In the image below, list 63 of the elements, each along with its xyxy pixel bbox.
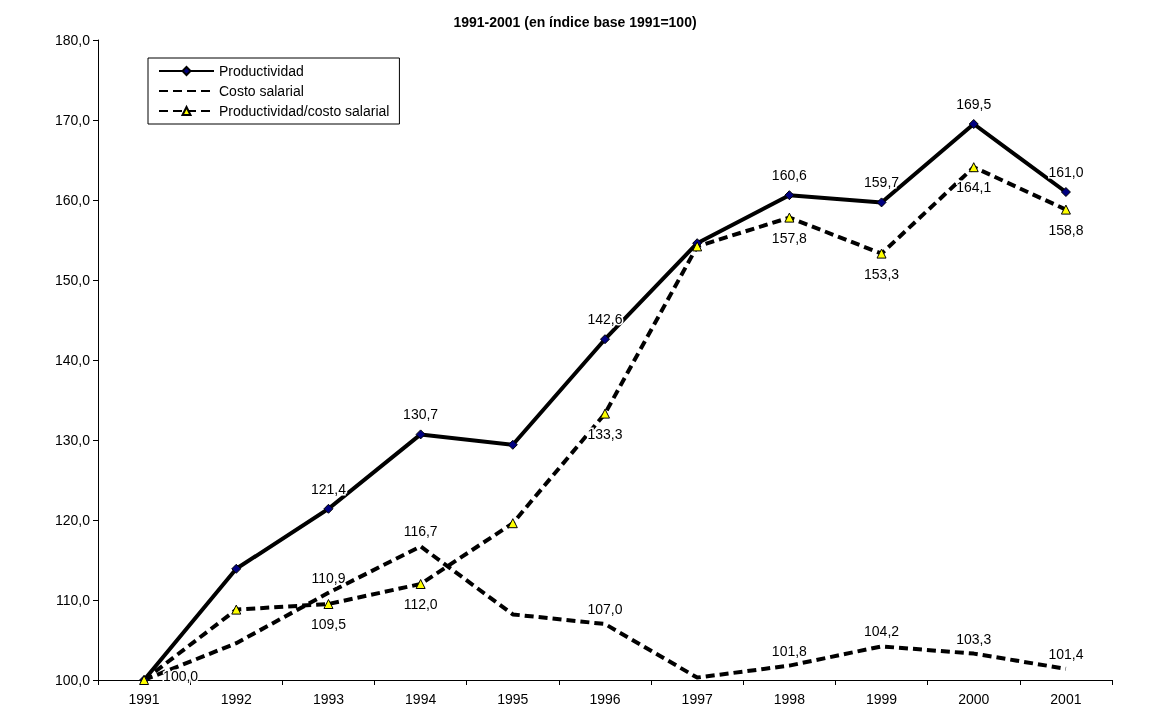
data-label: 107,0: [587, 601, 623, 617]
legend-label: Costo salarial: [219, 83, 304, 99]
data-label: 103,3: [956, 630, 992, 647]
y-tick-label: 120,0: [54, 512, 91, 528]
x-tick-label: 1994: [405, 691, 437, 707]
point: [1060, 187, 1071, 197]
point: [1060, 204, 1071, 215]
point: [968, 162, 979, 173]
data-label: 110,9: [311, 569, 346, 586]
point: [784, 190, 795, 201]
y-tick-label: 100,0: [54, 672, 91, 688]
point: [876, 197, 887, 208]
y-tick-label: 180,0: [54, 32, 91, 48]
point: [323, 599, 334, 609]
x-tick-label: 1997: [681, 691, 713, 707]
data-label: 142,6: [587, 311, 623, 328]
y-tick-label: 140,0: [54, 352, 91, 368]
data-label: 160,6: [771, 167, 808, 184]
data-label: 130,7: [403, 406, 439, 423]
point: [507, 518, 518, 529]
point: [600, 334, 610, 345]
x-tick-label: 2000: [958, 691, 990, 707]
point: [507, 439, 518, 450]
point: [415, 579, 426, 589]
data-label: 104,2: [864, 623, 900, 640]
data-label: 164,1: [956, 179, 992, 196]
data-label: 116,7: [403, 523, 438, 540]
point: [784, 212, 795, 223]
point: [968, 119, 979, 129]
y-tick-label: 150,0: [54, 272, 91, 288]
x-tick-label: 1996: [589, 691, 621, 707]
data-label: 161,0: [1048, 164, 1084, 180]
legend-label: Productividad/costo salarial: [219, 103, 390, 119]
x-tick-label: 1999: [865, 691, 898, 707]
legend-label: Productividad: [219, 63, 304, 79]
data-label: 159,7: [864, 174, 900, 191]
x-tick-label: 2001: [1050, 691, 1082, 707]
y-tick-label: 130,0: [54, 432, 91, 448]
data-label: 109,5: [310, 616, 347, 632]
point: [415, 429, 426, 440]
data-label: 153,3: [864, 265, 900, 282]
x-tick-label: 1991: [128, 691, 160, 707]
data-label: 101,4: [1048, 645, 1084, 662]
x-tick-label: 1993: [312, 691, 345, 707]
point: [323, 503, 334, 514]
chart-title: 1991-2001 (en índice base 1991=100): [453, 14, 697, 30]
x-tick-label: 1995: [497, 691, 529, 707]
x-tick-label: 1992: [220, 691, 253, 707]
x-tick-label: 1998: [773, 691, 806, 707]
y-tick-label: 160,0: [54, 192, 91, 208]
point: [876, 248, 887, 259]
data-label: 101,8: [771, 642, 808, 659]
point: [600, 408, 610, 419]
point: [231, 604, 242, 615]
y-tick-label: 110,0: [56, 592, 91, 608]
data-label: 133,3: [587, 425, 623, 442]
data-label: 169,5: [956, 96, 992, 112]
data-label: 158,8: [1048, 221, 1084, 238]
y-tick-label: 170,0: [54, 112, 91, 128]
data-label: 121,4: [310, 480, 347, 497]
point: [231, 563, 242, 574]
data-label: 112,0: [403, 596, 438, 612]
data-label: 157,8: [771, 229, 808, 246]
